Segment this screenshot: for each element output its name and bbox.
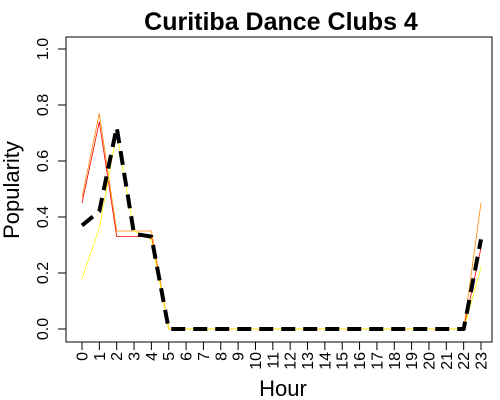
x-tick-label: 20 (421, 352, 438, 370)
y-tick-label: 0.0 (35, 318, 52, 340)
x-tick-label: 5 (161, 352, 178, 361)
series-line-1 (81, 121, 482, 330)
x-tick-label: 11 (265, 352, 282, 369)
x-tick-label: 13 (300, 352, 317, 370)
x-tick-label: 14 (317, 352, 334, 370)
x-tick-label: 21 (439, 352, 456, 370)
x-tick-label: 4 (144, 352, 161, 361)
y-tick-label: 1.0 (35, 38, 52, 60)
x-tick-label: 7 (196, 352, 213, 361)
chart-title: Curitiba Dance Clubs 4 (144, 8, 418, 36)
y-axis: 0.0 0.2 0.4 0.6 0.8 1.0 (35, 38, 66, 340)
x-tick-label: 6 (179, 352, 196, 361)
x-tick-label: 16 (352, 352, 369, 370)
x-tick-label: 22 (456, 352, 473, 370)
x-tick-label: 2 (109, 352, 126, 361)
plot-frame (65, 36, 493, 343)
x-tick-label: 3 (127, 352, 144, 361)
x-tick-label: 9 (231, 352, 248, 361)
x-tick-label: 10 (248, 352, 265, 370)
y-tick-label: 0.8 (35, 94, 52, 116)
x-axis: 0 1 2 3 4 5 6 7 8 9 10 11 12 13 14 15 16 17 18 19 20 21 22 23 (75, 342, 491, 370)
x-tick-label: 17 (369, 352, 386, 370)
x-tick-label: 18 (387, 352, 404, 370)
x-tick-label: 12 (283, 352, 300, 370)
x-tick-label: 0 (75, 352, 92, 361)
series-line-2 (81, 113, 482, 330)
y-axis-title: Popularity (0, 141, 24, 239)
series-line-4 (80, 125, 483, 331)
y-tick-label: 0.6 (35, 150, 52, 172)
x-tick-label: 8 (213, 352, 230, 361)
x-tick-label: 19 (404, 352, 421, 370)
series-group (80, 113, 483, 331)
x-axis-title: Hour (259, 376, 307, 400)
y-tick-label: 0.4 (35, 206, 52, 228)
y-tick-label: 0.2 (35, 262, 52, 284)
x-tick-label: 1 (92, 352, 109, 361)
x-tick-label: 15 (335, 352, 352, 370)
x-tick-label: 23 (474, 352, 491, 370)
